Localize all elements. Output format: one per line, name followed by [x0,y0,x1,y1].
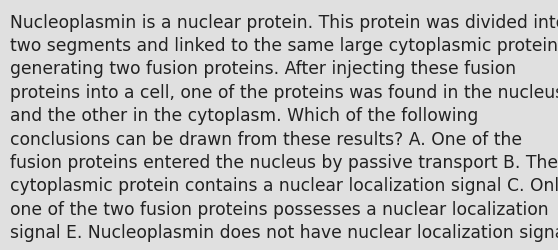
Text: conclusions can be drawn from these results? A. One of the: conclusions can be drawn from these resu… [10,130,522,148]
Text: one of the two fusion proteins possesses a nuclear localization: one of the two fusion proteins possesses… [10,200,549,218]
Text: signal E. Nucleoplasmin does not have nuclear localization signal: signal E. Nucleoplasmin does not have nu… [10,223,558,241]
Text: cytoplasmic protein contains a nuclear localization signal C. Only: cytoplasmic protein contains a nuclear l… [10,176,558,194]
Text: two segments and linked to the same large cytoplasmic protein,: two segments and linked to the same larg… [10,37,558,55]
Text: generating two fusion proteins. After injecting these fusion: generating two fusion proteins. After in… [10,60,516,78]
Text: Nucleoplasmin is a nuclear protein. This protein was divided into: Nucleoplasmin is a nuclear protein. This… [10,14,558,32]
Text: and the other in the cytoplasm. Which of the following: and the other in the cytoplasm. Which of… [10,107,478,125]
Text: proteins into a cell, one of the proteins was found in the nucleus: proteins into a cell, one of the protein… [10,84,558,102]
Text: fusion proteins entered the nucleus by passive transport B. The: fusion proteins entered the nucleus by p… [10,153,558,171]
